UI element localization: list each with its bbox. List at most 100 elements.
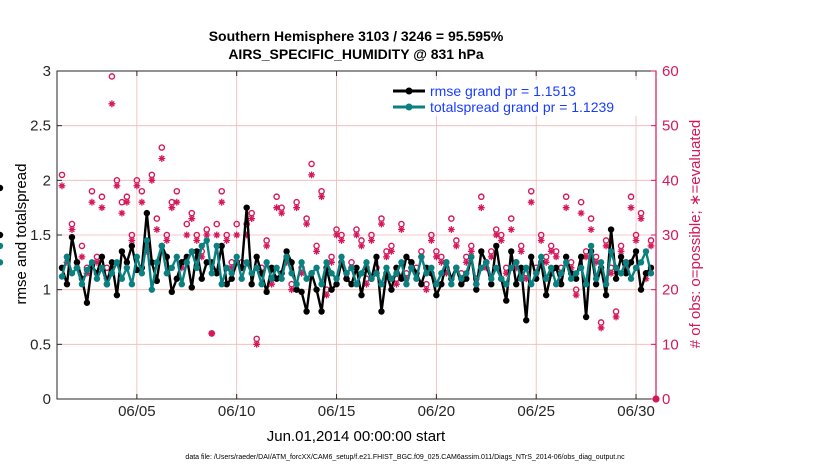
spread-point <box>642 248 650 255</box>
spread-point <box>153 259 161 266</box>
obs-possible-point <box>233 220 240 228</box>
obs-evaluated-point <box>507 226 515 233</box>
spread-point <box>83 266 91 274</box>
obs-evaluated-point <box>333 231 340 239</box>
obs-evaluated-point <box>487 253 495 261</box>
obs-evaluated-point <box>358 242 365 250</box>
chart-title: Southern Hemisphere 3103 / 3246 = 95.595… <box>209 28 504 44</box>
series-layer <box>0 73 660 403</box>
obs-evaluated-point <box>403 275 410 283</box>
spread-point <box>168 264 176 271</box>
spread-point <box>143 237 151 244</box>
spread-point <box>253 264 260 271</box>
rmse-point <box>198 275 205 282</box>
spread-point <box>228 270 235 277</box>
spread-point <box>523 264 530 271</box>
y-axis-label: rmse and totalspread <box>13 164 30 305</box>
obs-possible-point <box>477 193 485 201</box>
spread-point <box>323 259 330 266</box>
rmse-point <box>98 253 106 261</box>
spread-point <box>268 275 275 282</box>
spread-point <box>203 237 210 244</box>
obs-possible-point <box>527 187 535 195</box>
spread-point <box>243 259 250 266</box>
rmse-point <box>118 248 126 255</box>
spread-point <box>617 270 625 277</box>
rmse-point <box>248 281 255 288</box>
obs-evaluated-point <box>537 237 545 244</box>
spread-point <box>513 259 520 266</box>
rmse-point <box>253 253 260 261</box>
spread-point <box>597 259 605 266</box>
obs-evaluated-point <box>637 215 645 222</box>
spread-point <box>188 248 195 255</box>
obs-evaluated-point <box>203 231 211 239</box>
spread-point <box>373 270 380 277</box>
rmse-point <box>627 259 635 266</box>
rmse-point <box>293 286 300 293</box>
spread-point <box>627 275 635 282</box>
spread-point <box>443 259 450 266</box>
rmse-point <box>0 184 4 192</box>
obs-evaluated-point <box>617 248 625 255</box>
obs-evaluated-point <box>208 330 216 337</box>
data-file-footer: data file: /Users/raeder/DAI/ATM_forcXX/… <box>185 454 625 461</box>
spread-point <box>328 270 335 277</box>
obs-evaluated-point <box>288 286 296 294</box>
spread-point <box>98 264 106 271</box>
rmse-point <box>518 264 525 271</box>
obs-evaluated-point <box>278 209 286 217</box>
spread-point <box>63 253 71 261</box>
spread-point <box>418 253 425 261</box>
spread-point <box>468 253 475 261</box>
spread-point <box>453 264 460 271</box>
obs-possible-point <box>577 198 585 206</box>
rmse-point <box>582 313 590 321</box>
obs-possible-point <box>627 193 635 201</box>
obs-evaluated-point <box>572 291 580 299</box>
spread-point <box>368 275 375 282</box>
obs-evaluated-point <box>612 313 620 321</box>
obs-evaluated-point <box>502 269 510 277</box>
x-tick-label: 06/30 <box>617 403 655 420</box>
spread-point <box>567 275 575 282</box>
obs-evaluated-point <box>398 226 405 233</box>
rmse-point <box>73 259 81 266</box>
x-tick-label: 06/05 <box>118 403 156 420</box>
spread-point <box>552 281 560 288</box>
obs-possible-point <box>78 242 86 250</box>
obs-evaluated-point <box>168 204 176 212</box>
obs-evaluated-point <box>268 280 276 288</box>
spread-point <box>128 281 136 288</box>
spread-point <box>338 253 345 261</box>
spread-point <box>238 275 245 282</box>
spread-point <box>178 281 185 288</box>
obs-evaluated-point <box>98 204 106 212</box>
obs-evaluated-point <box>303 220 310 228</box>
rmse-point <box>0 231 4 239</box>
obs-evaluated-point <box>567 264 575 272</box>
obs-evaluated-point <box>138 198 146 206</box>
obs-evaluated-point <box>517 248 525 255</box>
rmse-point <box>438 281 445 288</box>
spread-point <box>308 270 315 277</box>
obs-evaluated-point <box>108 100 116 108</box>
spread-point <box>133 253 141 261</box>
obs-evaluated-point <box>243 231 251 239</box>
spread-point <box>163 270 171 277</box>
rmse-point <box>328 286 335 293</box>
x-tick-label: 06/25 <box>517 403 555 420</box>
rmse-point <box>488 281 495 288</box>
obs-evaluated-point <box>318 193 325 201</box>
spread-point <box>473 281 480 288</box>
spread-point <box>358 270 365 277</box>
rmse-point <box>557 281 565 288</box>
obs-evaluated-point <box>118 209 126 217</box>
y2-tick-label: 40 <box>662 172 679 189</box>
obs-evaluated-point <box>283 258 291 266</box>
obs-evaluated-point <box>363 280 370 288</box>
chart-subtitle: AIRS_SPECIFIC_HUMIDITY @ 831 hPa <box>228 46 484 62</box>
rmse-point <box>348 281 355 288</box>
obs-evaluated-point <box>642 275 650 283</box>
spread-point <box>73 264 81 271</box>
